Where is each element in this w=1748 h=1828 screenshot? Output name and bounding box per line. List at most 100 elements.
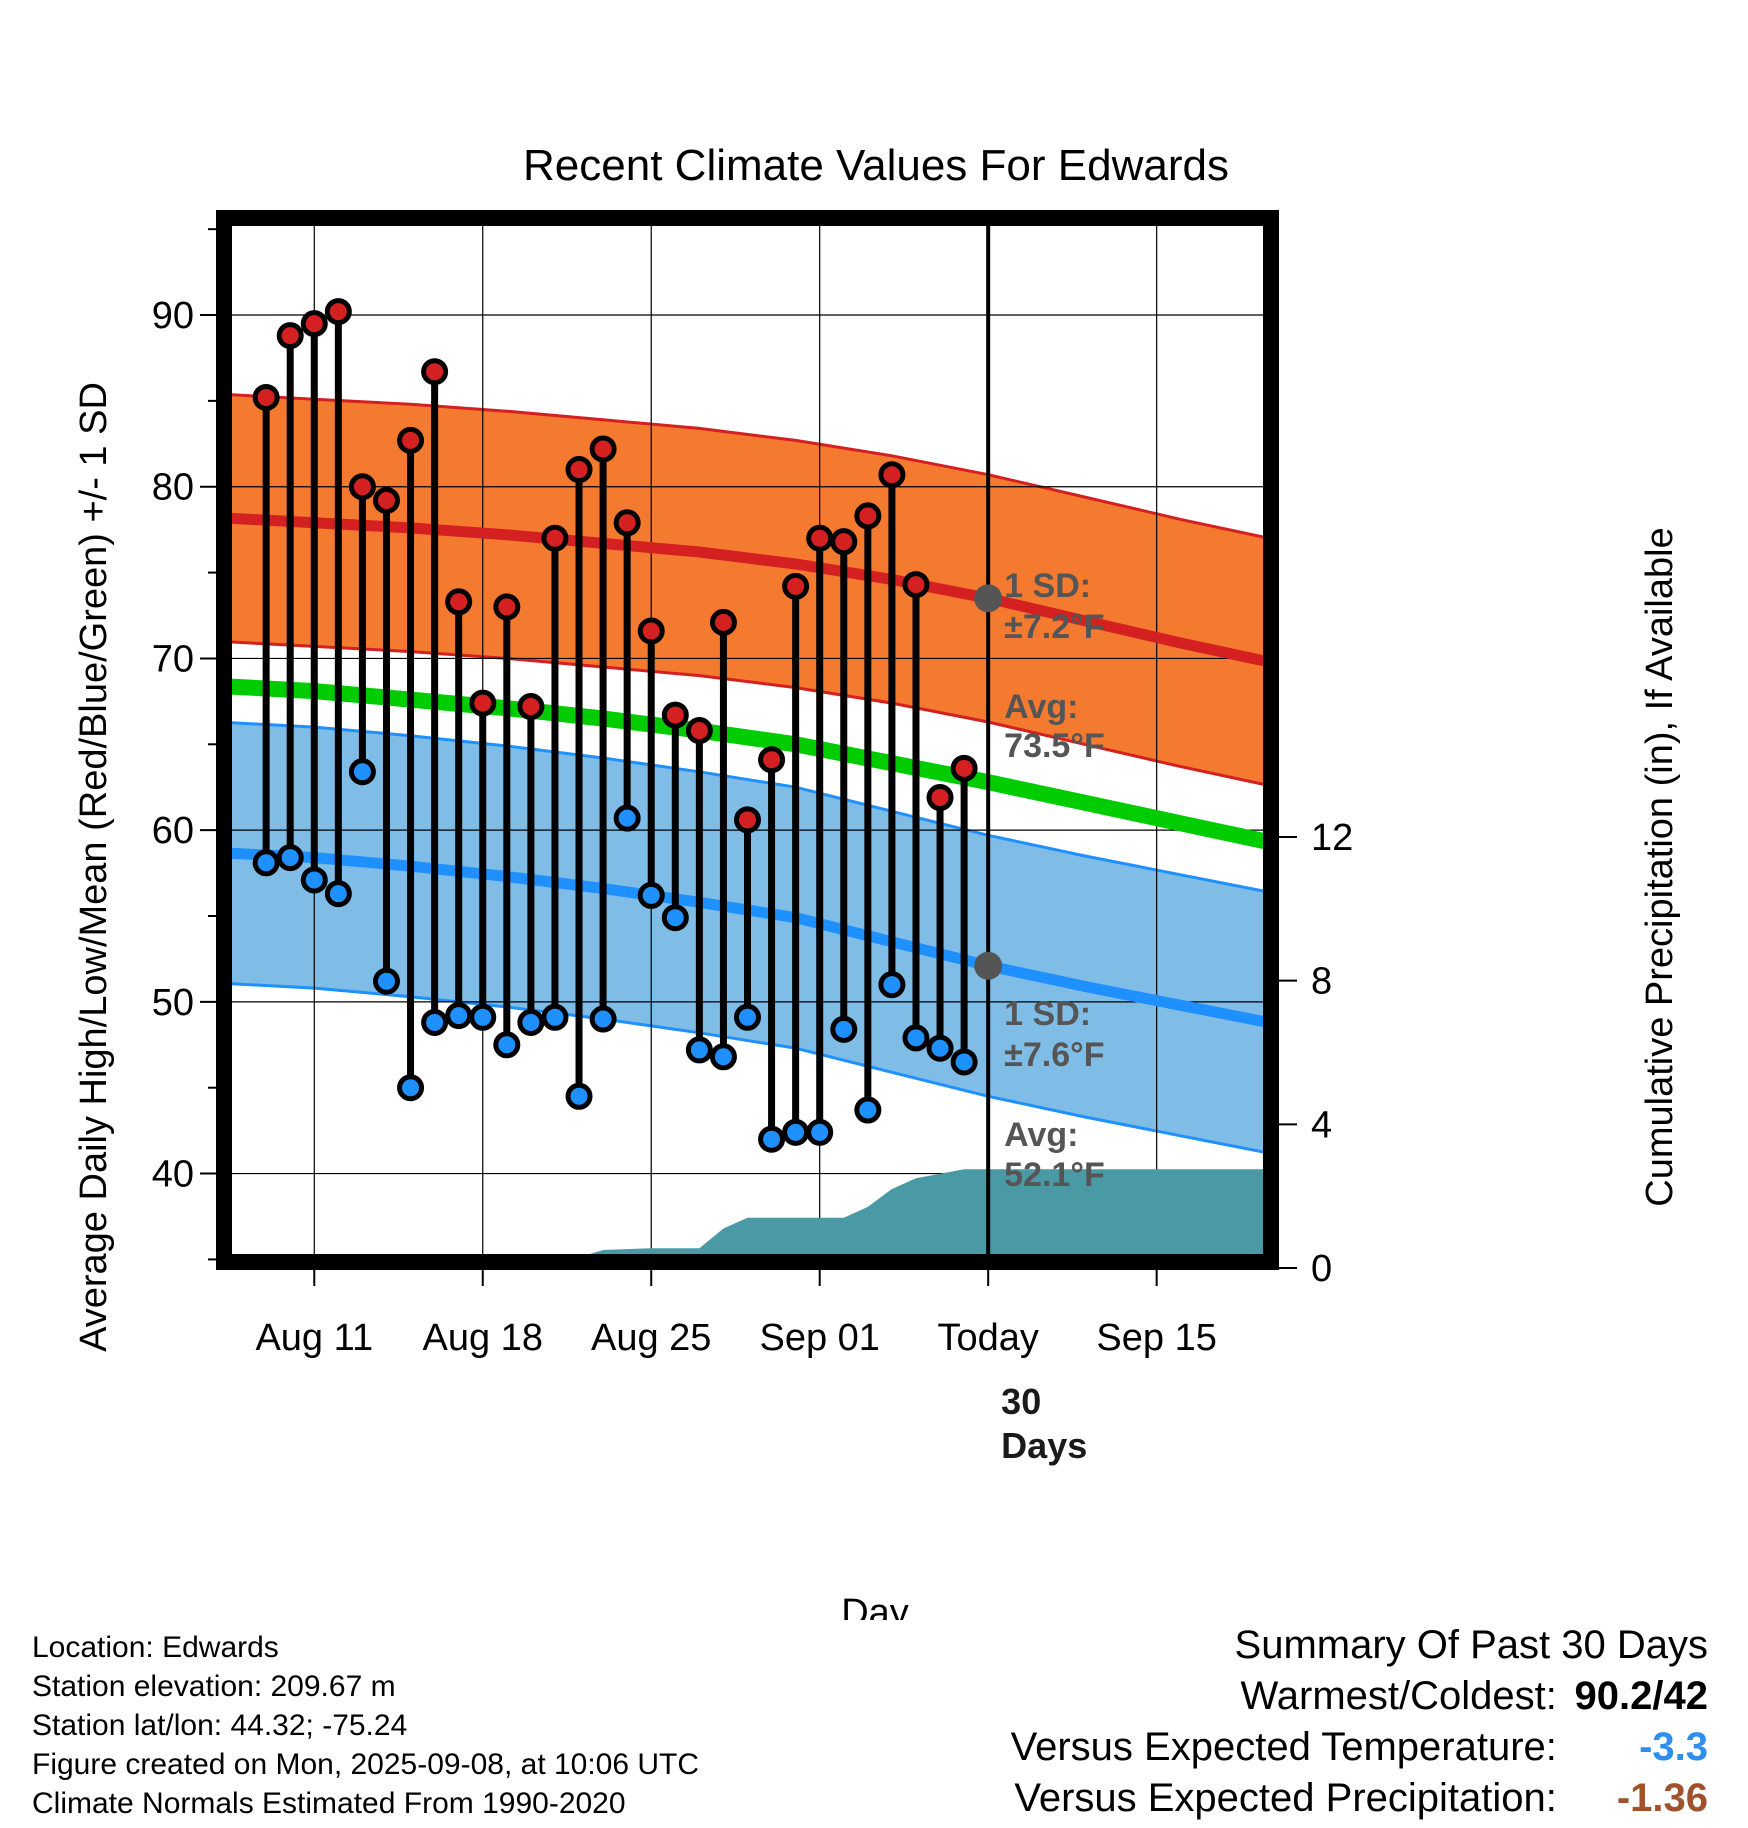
high-sd-label: 1 SD: (1004, 567, 1091, 605)
daily-low-point (541, 1003, 569, 1031)
x-tick-label: Aug 11 (255, 1317, 373, 1359)
chart-title: Recent Climate Values For Edwards (523, 141, 1229, 190)
window-count-label: 30 (1001, 1381, 1041, 1422)
y-axis-label: Average Daily High/Low/Mean (Red/Blue/Gr… (73, 382, 115, 1352)
low-band-lower-edge (217, 981, 1278, 1157)
daily-low-point (806, 1118, 834, 1146)
low-band-upper-edge (217, 720, 1278, 896)
warm-cold-row: Warmest/Coldest: 90.2/42 (1011, 1671, 1709, 1722)
y-tick-label: 60 (152, 810, 194, 852)
high-sd-value: ±7.2°F (1004, 608, 1104, 646)
y2-axis-label: Cumulative Precipitation (in), If Availa… (1639, 527, 1681, 1206)
axes: 40 50 60 70 80 90 0 4 8 12 Aug 11 Aug 18 Aug 25 Sep 0… (152, 228, 1353, 1359)
precip-anomaly-row: Versus Expected Precipitation: -1.36 (1011, 1773, 1708, 1824)
latlon-text: Station lat/lon: 44.32; -75.24 (32, 1709, 408, 1742)
y-tick-label: 70 (152, 638, 194, 680)
daily-low-point (300, 866, 328, 894)
high-sd-band (218, 394, 1277, 788)
daily-high-point (252, 383, 280, 411)
daily-high-point (493, 593, 521, 621)
daily-high-point (372, 486, 400, 514)
daily-low-point (589, 1005, 617, 1033)
normal-high-line (217, 512, 1279, 669)
daily-low-point (421, 1008, 449, 1036)
daily-low-point (613, 804, 641, 832)
daily-low-point (348, 758, 376, 786)
daily-high-point (709, 608, 737, 636)
daily-low-point (372, 967, 400, 995)
y2-tick-label: 8 (1311, 961, 1332, 1003)
high-band-lower-edge (217, 639, 1278, 789)
daily-low-point (493, 1031, 521, 1059)
daily-high-point (324, 298, 352, 326)
daily-low-point (469, 1003, 497, 1031)
temp-anomaly-value: -3.3 (1639, 1725, 1708, 1769)
daily-high-point (300, 310, 328, 338)
daily-high-point (517, 693, 545, 721)
daily-low-point (637, 881, 665, 909)
x-tick-label: Today (937, 1317, 1038, 1359)
today-low-avg-dot (974, 951, 1003, 980)
daily-low-point (830, 1015, 858, 1043)
temp-anomaly-row: Versus Expected Temperature: -3.3 (1011, 1722, 1708, 1773)
created-text: Figure created on Mon, 2025-09-08, at 10… (32, 1748, 700, 1781)
daily-low-point (926, 1034, 954, 1062)
daily-high-point (926, 784, 954, 812)
daily-high-point (685, 717, 713, 745)
station-info: Location: Edwards Station elevation: 209… (32, 1628, 699, 1823)
cumulative-precip-area (218, 1169, 1277, 1268)
summary-panel: Summary Of Past 30 Days Warmest/Coldest:… (1011, 1620, 1708, 1824)
low-avg-value: 52.1°F (1004, 1156, 1105, 1194)
daily-high-point (397, 426, 425, 454)
daily-high-point (421, 358, 449, 386)
daily-high-point (541, 524, 569, 552)
x-tick-label: Sep 15 (1096, 1317, 1216, 1359)
low-sd-value: ±7.6°F (1004, 1036, 1104, 1074)
daily-high-point (830, 528, 858, 556)
daily-low-point (734, 1003, 761, 1031)
daily-high-point (782, 572, 810, 600)
daily-low-point (950, 1048, 978, 1076)
y-tick-label: 40 (152, 1154, 194, 1196)
daily-high-point (445, 588, 473, 616)
y2-tick-label: 12 (1311, 817, 1353, 859)
daily-high-point (469, 689, 497, 717)
warm-cold-label: Warmest/Coldest: (1240, 1674, 1557, 1718)
daily-low-point (324, 880, 352, 908)
daily-high-point (878, 461, 906, 489)
precip-anomaly-label: Versus Expected Precipitation: (1014, 1776, 1557, 1820)
x-axis-label: Day (841, 1592, 909, 1620)
location-text: Location: Edwards (32, 1631, 279, 1664)
daily-high-point (734, 806, 761, 834)
y-tick-label: 50 (152, 982, 194, 1024)
precip-anomaly-value: -1.36 (1616, 1776, 1708, 1820)
daily-low-point (252, 849, 280, 877)
precipitation-area (218, 1169, 1277, 1268)
normal-mean-line (217, 677, 1279, 852)
daily-high-point (637, 617, 665, 645)
daily-high-point (589, 435, 617, 463)
daily-high-point (758, 746, 786, 774)
daily-low-point (517, 1008, 545, 1036)
daily-low-point (709, 1043, 737, 1071)
high-band-upper-edge (217, 392, 1278, 542)
temp-anomaly-label: Versus Expected Temperature: (1010, 1725, 1557, 1769)
window-days-label: Days (1001, 1425, 1087, 1466)
daily-high-point (565, 456, 593, 484)
elevation-text: Station elevation: 209.67 m (32, 1670, 396, 1703)
today-high-avg-dot (974, 584, 1003, 613)
x-tick-label: Sep 01 (759, 1317, 879, 1359)
warm-cold-value: 90.2/42 (1574, 1674, 1708, 1718)
x-tick-label: Aug 18 (423, 1317, 543, 1359)
low-sd-label: 1 SD: (1004, 995, 1091, 1033)
daily-high-point (276, 322, 304, 350)
daily-high-point (661, 701, 689, 729)
daily-low-point (397, 1074, 425, 1102)
y2-tick-label: 4 (1311, 1104, 1332, 1146)
x-tick-label: Aug 25 (591, 1317, 711, 1359)
high-avg-value: 73.5°F (1004, 727, 1105, 765)
summary-heading: Summary Of Past 30 Days (1234, 1623, 1708, 1667)
daily-low-point (854, 1096, 882, 1124)
daily-low-point (902, 1024, 930, 1052)
